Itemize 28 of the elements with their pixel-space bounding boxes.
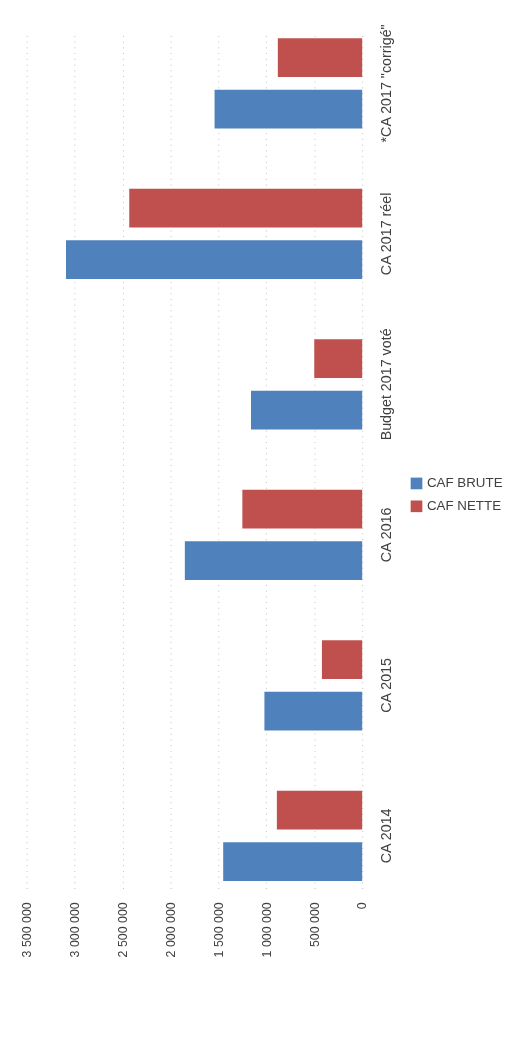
x-tick-label: 1 500 000 (211, 902, 226, 958)
bar (129, 188, 363, 228)
bar (223, 842, 363, 881)
y-tick-label: CA 2016 (378, 507, 395, 563)
x-tick-label: 2 500 000 (115, 902, 130, 958)
x-tick-label: 500 000 (307, 902, 322, 948)
bar (314, 339, 363, 378)
bar (65, 240, 363, 280)
x-tick-label: 3 000 000 (67, 902, 82, 958)
y-tick-label: *CA 2017 "corrigé" (378, 24, 395, 143)
bar (242, 489, 363, 529)
legend-label: CAF BRUTE (426, 475, 503, 491)
bar (276, 790, 363, 830)
x-tick-label: 2 000 000 (163, 902, 178, 958)
x-tick-label: 3 500 000 (19, 902, 34, 958)
bar (250, 390, 363, 430)
bar (264, 691, 363, 731)
bar (277, 38, 363, 77)
x-tick-label: 0 (355, 902, 370, 910)
bar (321, 640, 363, 679)
y-tick-label: CA 2015 (378, 657, 395, 713)
y-tick-label: CA 2014 (378, 808, 395, 864)
y-tick-label: CA 2017 réel (378, 192, 395, 276)
y-tick-label: Budget 2017 voté (378, 328, 395, 441)
legend-label: CAF NETTE (426, 498, 502, 514)
x-tick-label: 1 000 000 (259, 902, 274, 958)
bar (214, 89, 363, 129)
bar (184, 541, 363, 581)
